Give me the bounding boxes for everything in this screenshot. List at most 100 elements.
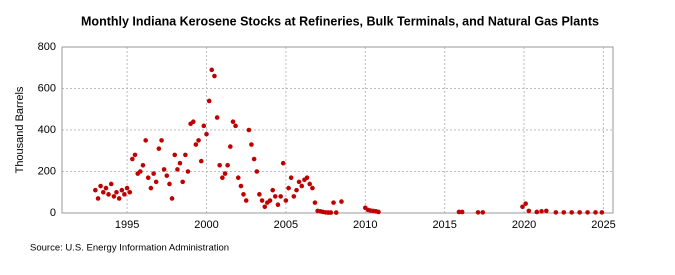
data-point — [116, 196, 122, 201]
data-point — [230, 119, 236, 124]
x-tick-label: 2025 — [591, 219, 615, 231]
data-point — [534, 209, 540, 215]
data-point — [201, 123, 207, 129]
x-tick-label: 1995 — [115, 219, 139, 231]
data-point — [577, 210, 582, 215]
y-axis-label: Thousand Barrels — [14, 86, 26, 173]
data-point — [333, 210, 339, 215]
data-point — [124, 185, 130, 191]
data-point — [459, 209, 465, 215]
data-point — [259, 198, 265, 203]
data-point — [153, 179, 159, 185]
y-tick-label: 0 — [50, 207, 56, 219]
data-point — [161, 167, 167, 172]
data-point — [233, 123, 238, 129]
x-tick-label: 2005 — [274, 219, 298, 231]
data-point — [172, 152, 178, 158]
data-point — [376, 209, 381, 215]
data-point — [137, 169, 143, 174]
data-point — [209, 67, 215, 73]
data-point — [225, 162, 230, 168]
data-point — [95, 196, 101, 201]
data-point — [151, 171, 156, 176]
data-point — [312, 200, 318, 205]
data-point — [111, 194, 117, 199]
data-point — [262, 204, 268, 210]
source-note: Source: U.S. Energy Information Administ… — [30, 243, 229, 254]
data-point — [132, 152, 138, 158]
data-point — [183, 152, 188, 158]
data-point — [100, 189, 106, 195]
data-point — [206, 98, 212, 104]
data-point — [544, 208, 549, 214]
data-point — [246, 127, 252, 133]
y-tick-label: 400 — [38, 124, 56, 136]
data-point — [456, 209, 462, 215]
data-point — [235, 175, 241, 181]
data-point — [278, 194, 283, 199]
data-point — [539, 209, 544, 214]
data-point — [119, 187, 125, 193]
data-point — [254, 169, 260, 174]
data-point — [523, 201, 528, 206]
x-tick-label: 2000 — [194, 219, 218, 231]
chart-title: Monthly Indiana Kerosene Stocks at Refin… — [81, 14, 599, 28]
data-point — [196, 138, 201, 143]
data-point — [480, 210, 486, 215]
data-point — [310, 185, 315, 191]
data-point — [98, 183, 103, 189]
data-point — [185, 169, 191, 174]
data-point — [241, 192, 246, 197]
data-point — [291, 194, 297, 199]
data-point — [193, 142, 199, 147]
data-point — [198, 158, 204, 164]
data-point — [156, 146, 162, 151]
data-point — [143, 138, 148, 143]
data-point — [180, 179, 185, 185]
data-point — [169, 196, 175, 201]
x-tick-label: 2020 — [512, 219, 536, 231]
data-point — [108, 181, 114, 187]
data-point — [217, 162, 222, 168]
data-point — [191, 119, 196, 124]
data-point — [238, 183, 244, 189]
data-point — [585, 210, 590, 215]
data-point — [272, 194, 278, 199]
data-point — [127, 189, 133, 195]
data-point — [212, 73, 217, 79]
data-point — [328, 210, 334, 215]
data-point — [475, 210, 481, 215]
data-point — [106, 192, 111, 197]
data-point — [114, 189, 119, 195]
data-point — [339, 199, 344, 204]
data-point — [243, 198, 249, 203]
data-point — [553, 210, 559, 215]
data-point — [130, 156, 135, 162]
data-point — [148, 185, 154, 191]
data-point — [177, 160, 183, 166]
data-point — [267, 198, 273, 203]
y-tick-label: 800 — [38, 41, 56, 53]
data-point — [222, 171, 228, 176]
data-point — [286, 185, 291, 191]
data-point — [561, 210, 567, 215]
data-point — [257, 192, 262, 197]
x-tick-label: 2015 — [432, 219, 456, 231]
data-point — [140, 162, 146, 168]
data-point — [167, 181, 172, 187]
data-point — [204, 131, 209, 137]
data-point — [214, 115, 220, 120]
data-point — [593, 210, 598, 215]
data-point — [569, 210, 575, 215]
data-point — [164, 173, 170, 178]
x-tick-label: 2010 — [353, 219, 377, 231]
data-point — [270, 187, 276, 193]
data-point — [122, 192, 127, 197]
data-point — [294, 187, 299, 193]
y-tick-label: 200 — [38, 165, 56, 177]
data-point — [93, 187, 98, 193]
data-point — [275, 202, 281, 207]
data-point — [251, 156, 257, 162]
